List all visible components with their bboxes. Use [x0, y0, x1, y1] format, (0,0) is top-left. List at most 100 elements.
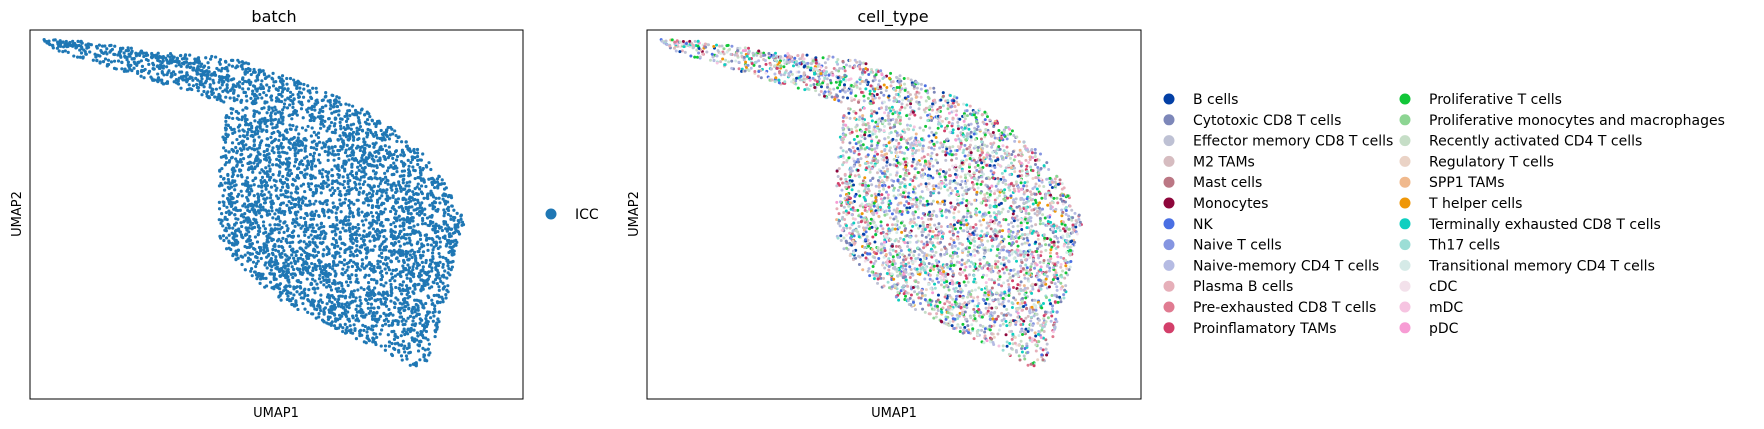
data-point [105, 47, 109, 51]
data-point [398, 224, 402, 228]
data-point [358, 329, 362, 333]
data-point [436, 207, 440, 212]
data-point [990, 306, 994, 310]
data-point [181, 78, 185, 82]
data-point [930, 108, 934, 112]
data-point [298, 270, 302, 274]
data-point [331, 259, 336, 264]
data-point [229, 156, 234, 160]
data-point [387, 150, 392, 154]
data-point [189, 87, 193, 91]
data-point [457, 232, 462, 236]
data-point [265, 100, 269, 104]
data-point [336, 181, 340, 185]
data-point [365, 293, 369, 297]
data-point [361, 323, 365, 327]
data-point [433, 278, 438, 282]
data-point [382, 318, 386, 323]
data-point [291, 221, 295, 225]
data-point [330, 174, 334, 178]
data-point [372, 145, 376, 149]
data-point [297, 90, 302, 94]
data-point [132, 66, 136, 70]
data-point [243, 119, 248, 123]
data-point [331, 93, 335, 98]
data-point [992, 211, 996, 215]
data-point [380, 275, 384, 279]
data-point [271, 71, 275, 75]
data-point [203, 81, 207, 85]
data-point [402, 227, 406, 232]
data-point [388, 278, 392, 283]
data-point [967, 127, 971, 131]
data-point [357, 190, 361, 194]
data-point [291, 146, 295, 150]
data-point [417, 271, 422, 275]
data-point [251, 170, 255, 174]
data-point [164, 56, 168, 60]
data-point [320, 118, 324, 122]
data-point [421, 177, 425, 181]
data-point [253, 166, 257, 171]
data-point [267, 190, 271, 194]
data-point [271, 146, 275, 150]
data-point [348, 253, 352, 258]
data-point [455, 211, 459, 215]
data-point [304, 203, 308, 207]
data-point [446, 208, 451, 213]
data-point [101, 51, 106, 55]
data-point [275, 125, 279, 129]
data-point [293, 204, 297, 209]
data-point [264, 180, 269, 185]
data-point [208, 77, 212, 81]
data-point [409, 160, 413, 165]
data-point [378, 332, 382, 336]
data-point [250, 133, 254, 138]
data-point [972, 314, 976, 318]
data-point [336, 186, 340, 190]
data-point [271, 247, 275, 252]
data-point [300, 272, 304, 277]
data-point [229, 211, 233, 215]
data-point [251, 260, 256, 264]
data-point [317, 277, 322, 281]
data-point [284, 284, 288, 288]
data-point [408, 221, 412, 225]
data-point [387, 307, 391, 312]
data-point [320, 232, 324, 236]
data-point [250, 202, 254, 206]
data-point [299, 148, 303, 152]
data-point [432, 314, 436, 318]
data-point [412, 252, 416, 256]
data-point [346, 310, 350, 314]
data-point [314, 189, 319, 193]
data-point [270, 76, 274, 80]
data-point [947, 121, 951, 125]
data-point [428, 203, 432, 207]
data-point [214, 87, 218, 91]
data-point [335, 300, 340, 304]
data-point [422, 353, 426, 357]
data-point [415, 192, 419, 196]
data-point [279, 239, 283, 244]
data-point [237, 80, 242, 84]
data-point [386, 293, 390, 297]
data-point [250, 124, 254, 128]
data-point [402, 242, 406, 246]
data-point [271, 201, 275, 205]
data-point [318, 304, 322, 308]
data-point [420, 260, 424, 264]
data-point [451, 259, 455, 264]
data-point [442, 214, 446, 218]
data-point [407, 164, 411, 168]
data-point [264, 143, 269, 147]
data-point [357, 226, 361, 231]
data-point [395, 200, 400, 205]
data-point [402, 328, 406, 333]
data-point [315, 98, 319, 102]
data-point [968, 143, 972, 147]
batch-title: batch [251, 7, 296, 26]
data-point [232, 166, 236, 170]
data-point [392, 346, 396, 351]
data-point [387, 145, 391, 149]
